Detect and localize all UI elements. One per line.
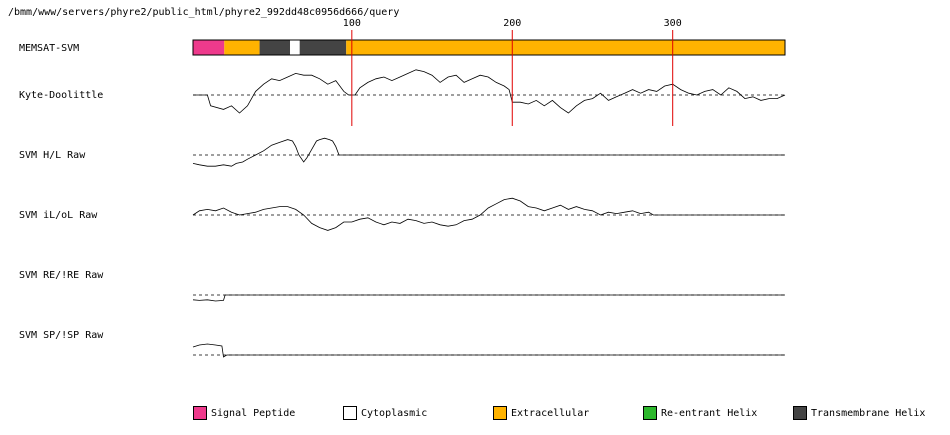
memsat-bar-outline (192, 39, 786, 56)
membrane-topology-plot: /bmm/www/servers/phyre2/public_html/phyr… (8, 7, 786, 358)
legend-swatch-reentrant-helix (643, 406, 657, 420)
track-label-svm-re-raw: SVM RE/!RE Raw (19, 270, 104, 281)
legend: Signal Peptide Cytoplasmic Extracellular… (0, 405, 950, 425)
ruler-lines (351, 30, 674, 126)
legend-label: Cytoplasmic (361, 407, 428, 419)
legend-swatch-signal-peptide (193, 406, 207, 420)
ruler-tick-label-300: 300 (664, 18, 682, 29)
memsat-segment-extracellular (346, 40, 785, 55)
legend-item-extracellular: Extracellular (493, 405, 589, 421)
memsat-segment-transmembrane-helix (299, 40, 347, 55)
track-label-memsat-svm: MEMSAT-SVM (19, 43, 79, 54)
track-label-svm-sp-raw: SVM SP/!SP Raw (19, 330, 104, 341)
legend-label: Extracellular (511, 407, 590, 419)
memsat-topology-bar (192, 39, 786, 56)
ruler-tick-label-100: 100 (343, 18, 361, 29)
legend-item-transmembrane-helix: Transmembrane Helix (793, 405, 925, 421)
track-label-kyte-doolittle: Kyte-Doolittle (19, 90, 103, 101)
ruler-tick-label-200: 200 (503, 18, 521, 29)
legend-swatch-transmembrane-helix (793, 406, 807, 420)
legend-swatch-extracellular (493, 406, 507, 420)
track-label-svm-ilol-raw: SVM iL/oL Raw (19, 210, 98, 221)
legend-swatch-cytoplasmic (343, 406, 357, 420)
memsat-segment-signal-peptide (193, 40, 225, 55)
track-label-svm-hl-raw: SVM H/L Raw (19, 150, 86, 161)
kyte-doolittle-trace (193, 69, 786, 114)
svm-re-trace (192, 294, 785, 302)
memsat-segment-transmembrane-helix (259, 40, 291, 55)
legend-label: Re-entrant Helix (661, 407, 758, 419)
svm-hl-trace (192, 137, 785, 167)
legend-item-reentrant-helix: Re-entrant Helix (643, 405, 757, 421)
query-path: /bmm/www/servers/phyre2/public_html/phyr… (8, 7, 399, 18)
svm-ilol-trace (192, 197, 785, 231)
score-traces (192, 69, 786, 358)
legend-item-signal-peptide: Signal Peptide (193, 405, 295, 421)
ruler-tick-labels: 100 200 300 (343, 18, 682, 29)
svm-sp-trace (192, 343, 785, 358)
legend-label: Signal Peptide (211, 407, 296, 419)
legend-label: Transmembrane Helix (811, 407, 926, 419)
memsat-segment-extracellular (224, 40, 260, 55)
memsat-segment-cytoplasmic (290, 40, 300, 55)
legend-item-cytoplasmic: Cytoplasmic (343, 405, 427, 421)
